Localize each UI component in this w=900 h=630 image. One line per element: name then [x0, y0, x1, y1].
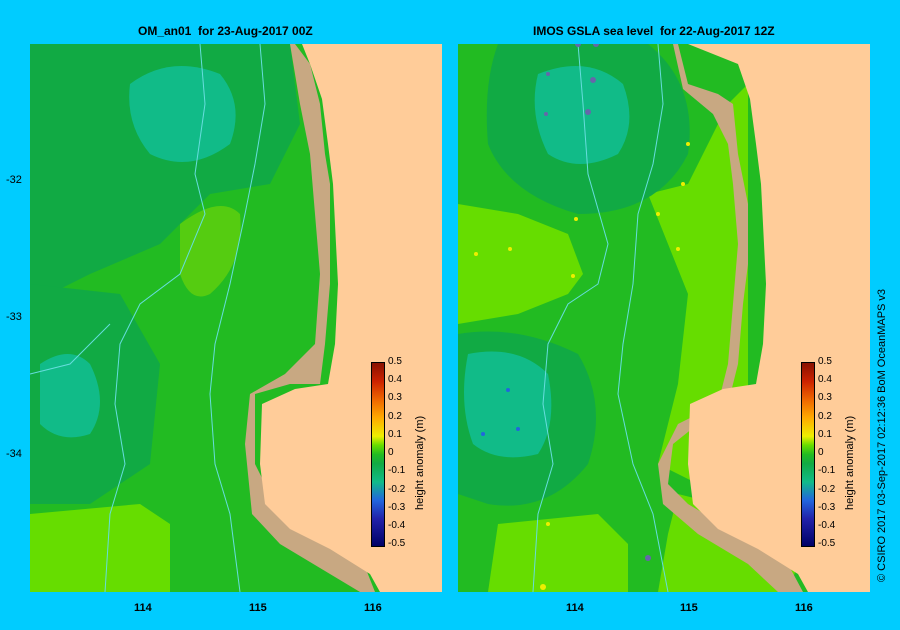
bathymetry-contour	[209, 44, 266, 592]
right-colorbar-label: height anomaly (m)	[844, 415, 856, 510]
right-cbar-tick: -0.3	[818, 502, 836, 513]
right-lon-label-114: 114	[566, 602, 584, 614]
right-colorbar	[801, 362, 815, 547]
observation-points	[474, 44, 690, 590]
left-cbar-tick: -0.1	[388, 465, 406, 476]
left-lon-label-116: 116	[364, 602, 382, 614]
anomaly-patch	[458, 204, 583, 324]
right-cbar-tick: 0	[818, 447, 824, 458]
left-cbar-tick: 0.2	[388, 411, 402, 422]
right-cbar-tick: 0.3	[818, 392, 832, 403]
left-lon-label-115: 115	[249, 602, 267, 614]
right-panel-title: IMOS GSLA sea level for 22-Aug-2017 12Z	[533, 24, 775, 38]
left-cbar-tick: -0.3	[388, 502, 406, 513]
left-panel-title: OM_an01 for 23-Aug-2017 00Z	[138, 24, 313, 38]
anomaly-patch	[180, 206, 241, 297]
right-cbar-tick: 0.2	[818, 411, 832, 422]
anomaly-core	[534, 66, 630, 164]
left-colorbar	[371, 362, 385, 547]
right-cbar-tick: -0.5	[818, 538, 836, 549]
left-lon-label-114: 114	[134, 602, 152, 614]
continental-shelf	[658, 44, 803, 592]
bathymetry-contour	[532, 44, 609, 592]
left-cbar-tick: 0.1	[388, 429, 402, 440]
left-cbar-tick: 0.3	[388, 392, 402, 403]
continental-shelf	[245, 44, 375, 592]
left-cbar-tick: -0.2	[388, 484, 406, 495]
left-cbar-tick: 0.5	[388, 356, 402, 367]
anomaly-patch	[30, 504, 170, 592]
lat-label-34: -34	[6, 448, 22, 460]
right-cbar-tick: 0.4	[818, 374, 832, 385]
left-cbar-tick: 0	[388, 447, 394, 458]
left-model-map[interactable]	[30, 44, 442, 592]
left-cbar-tick: -0.5	[388, 538, 406, 549]
right-cbar-tick: -0.4	[818, 520, 836, 531]
credit-text: © CSIRO 2017 03-Sep-2017 02:12:36 BoM Oc…	[876, 288, 888, 582]
anomaly-patch	[40, 354, 100, 438]
anomaly-patch	[488, 514, 628, 592]
land-mass	[260, 44, 442, 592]
right-cbar-tick: 0.1	[818, 429, 832, 440]
left-cbar-tick: 0.4	[388, 374, 402, 385]
left-colorbar-label: height anomaly (m)	[414, 415, 426, 510]
bathymetry-contour	[104, 44, 206, 592]
right-cbar-tick: 0.5	[818, 356, 832, 367]
left-cbar-tick: -0.4	[388, 520, 406, 531]
right-lon-label-115: 115	[680, 602, 698, 614]
bathymetry-contour	[617, 44, 669, 592]
right-cbar-tick: -0.2	[818, 484, 836, 495]
right-cbar-tick: -0.1	[818, 465, 836, 476]
land-mass	[688, 44, 870, 592]
lat-label-33: -33	[6, 311, 22, 323]
lat-label-32: -32	[6, 174, 22, 186]
right-lon-label-116: 116	[795, 602, 813, 614]
anomaly-patch	[129, 66, 236, 162]
anomaly-core	[464, 351, 552, 458]
bathymetry-contour	[30, 323, 111, 375]
